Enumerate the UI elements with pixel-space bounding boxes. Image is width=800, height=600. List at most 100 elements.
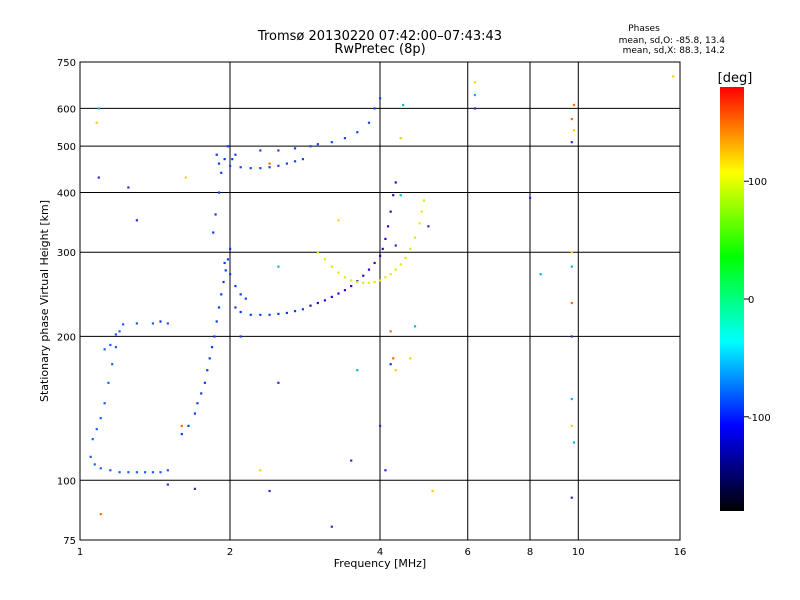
colorbar-tick-label: 100: [748, 177, 767, 188]
data-point: [343, 137, 347, 140]
data-point: [135, 471, 138, 474]
data-point: [420, 210, 423, 213]
data-point: [99, 467, 102, 470]
data-point: [118, 471, 121, 474]
data-point: [234, 284, 237, 288]
x-axis-label: Frequency [MHz]: [334, 557, 426, 570]
chart-title: Tromsø 20130220 07:42:00–07:43:43: [257, 29, 502, 44]
data-point: [234, 306, 237, 309]
data-point: [184, 176, 187, 179]
data-point: [402, 103, 405, 107]
data-point: [151, 322, 155, 325]
x-axis-ticks: 1 2 4 6 8 10 16: [77, 547, 687, 558]
y-tick-label: 100: [57, 476, 76, 487]
data-point: [570, 424, 573, 428]
data-point: [570, 301, 573, 305]
data-point: [213, 335, 216, 338]
data-point: [203, 381, 206, 384]
data-point: [572, 129, 576, 132]
data-point: [337, 219, 340, 222]
data-point: [159, 471, 162, 474]
data-point: [367, 121, 371, 124]
data-point: [193, 487, 197, 490]
data-point: [268, 489, 271, 493]
data-point: [187, 424, 190, 428]
data-point: [373, 261, 376, 265]
x-tick-label: 6: [465, 547, 471, 558]
data-point: [151, 471, 155, 474]
data-point: [350, 459, 353, 462]
data-point: [239, 335, 242, 338]
data-point: [239, 310, 242, 314]
data-point: [285, 162, 288, 165]
data-point: [356, 369, 359, 372]
data-point: [244, 297, 247, 300]
data-point: [367, 281, 371, 284]
data-point: [249, 167, 252, 170]
data-point: [379, 279, 382, 282]
data-point: [431, 489, 434, 493]
x-tick-label: 16: [674, 547, 687, 558]
colorbar-ticks: 100 0 -100: [744, 177, 771, 424]
data-point: [215, 153, 218, 156]
data-point: [293, 310, 297, 313]
data-point: [381, 247, 384, 250]
data-point: [399, 137, 402, 140]
data-point: [394, 244, 397, 247]
data-point: [224, 269, 227, 272]
data-point: [337, 271, 340, 274]
data-point: [268, 313, 271, 316]
data-point: [97, 107, 100, 110]
y-tick-label: 500: [57, 142, 76, 153]
data-point: [114, 346, 118, 349]
x-gridlines: [229, 62, 579, 540]
phase-stats-heading: Phases: [628, 24, 660, 34]
data-point: [343, 276, 347, 279]
data-point: [135, 322, 138, 325]
data-point: [389, 210, 392, 213]
data-point: [389, 330, 392, 333]
data-point: [223, 158, 226, 161]
data-point: [229, 164, 232, 167]
data-point: [384, 237, 387, 241]
data-points: [89, 75, 675, 528]
data-point: [214, 213, 217, 216]
data-point: [208, 357, 211, 360]
data-point: [309, 304, 312, 307]
data-point: [229, 273, 232, 276]
x-tick-label: 2: [227, 547, 233, 558]
y-gridlines: [80, 107, 680, 481]
data-point: [570, 251, 573, 254]
data-point: [330, 525, 333, 528]
data-point: [413, 236, 417, 239]
data-point: [277, 312, 280, 315]
data-point: [95, 121, 98, 124]
data-point: [109, 469, 112, 472]
data-point: [570, 117, 573, 121]
data-point: [362, 281, 365, 284]
data-point: [399, 194, 402, 197]
data-point: [91, 437, 94, 441]
data-point: [394, 369, 397, 372]
phase-stats-o: mean, sd,O: -85.8, 13.4: [619, 36, 726, 46]
data-point: [392, 194, 395, 197]
data-point: [389, 273, 392, 276]
data-point: [473, 81, 477, 84]
data-point: [180, 432, 183, 436]
data-point: [215, 320, 218, 323]
data-point: [193, 412, 197, 415]
colorbar-tick-label: 0: [748, 295, 754, 306]
data-point: [394, 181, 397, 184]
y-tick-label: 200: [57, 332, 76, 343]
data-point: [231, 158, 234, 161]
data-point: [259, 313, 262, 316]
data-point: [277, 149, 280, 152]
data-point: [93, 463, 96, 466]
y-tick-label: 300: [57, 248, 76, 259]
data-point: [166, 483, 169, 486]
data-point: [223, 261, 226, 265]
data-point: [301, 308, 305, 311]
data-point: [103, 348, 106, 351]
data-point: [118, 330, 121, 333]
data-point: [135, 219, 138, 222]
